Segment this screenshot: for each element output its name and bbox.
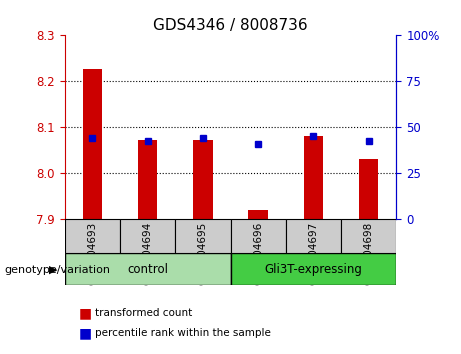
FancyBboxPatch shape	[230, 253, 396, 285]
FancyBboxPatch shape	[120, 219, 175, 253]
Text: GSM904698: GSM904698	[364, 222, 374, 285]
Bar	[304, 136, 323, 219]
Text: Gli3T-expressing: Gli3T-expressing	[265, 263, 362, 275]
FancyBboxPatch shape	[230, 219, 286, 253]
Bar	[138, 140, 157, 219]
Text: GSM904695: GSM904695	[198, 222, 208, 285]
Text: ▶: ▶	[49, 265, 58, 275]
Title: GDS4346 / 8008736: GDS4346 / 8008736	[153, 18, 308, 33]
Text: ■: ■	[78, 306, 91, 320]
Text: GSM904694: GSM904694	[142, 222, 153, 285]
Bar	[193, 140, 213, 219]
Text: GSM904693: GSM904693	[87, 222, 97, 285]
Bar	[248, 210, 268, 219]
Text: percentile rank within the sample: percentile rank within the sample	[95, 329, 271, 338]
FancyBboxPatch shape	[286, 219, 341, 253]
Text: genotype/variation: genotype/variation	[5, 265, 111, 275]
FancyBboxPatch shape	[65, 253, 230, 285]
Bar	[359, 159, 378, 219]
Text: transformed count: transformed count	[95, 308, 192, 318]
Text: GSM904697: GSM904697	[308, 222, 319, 285]
Text: ■: ■	[78, 326, 91, 341]
FancyBboxPatch shape	[175, 219, 230, 253]
Bar	[83, 69, 102, 219]
Text: GSM904696: GSM904696	[253, 222, 263, 285]
Text: control: control	[127, 263, 168, 275]
FancyBboxPatch shape	[341, 219, 396, 253]
FancyBboxPatch shape	[65, 219, 120, 253]
